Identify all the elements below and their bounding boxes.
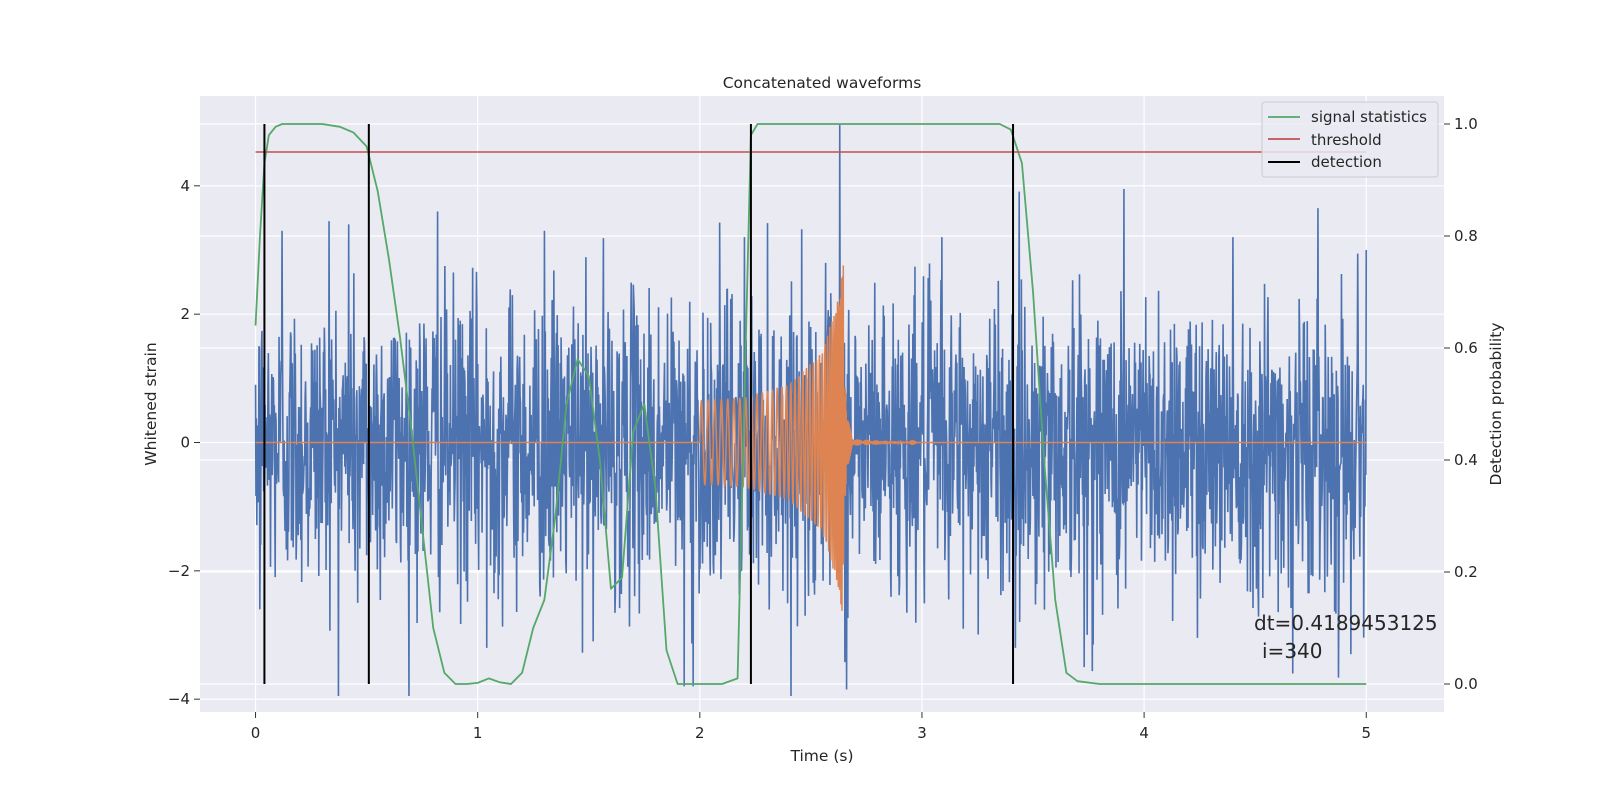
template-chirp-line [255,265,1367,611]
y2-tick-label: 0.4 [1454,451,1478,469]
x-tick-label: 3 [917,724,927,742]
annotation-dt: dt=0.4189453125 [1254,611,1438,635]
y2-tick-label: 0.6 [1454,339,1478,357]
annotation-index: i=340 [1262,639,1323,663]
legend: signal statistics threshold detection [1261,101,1439,178]
x-tick-label: 0 [251,724,261,742]
plot-layer [254,123,1368,696]
x-tick-label: 4 [1139,724,1149,742]
y-tick-label: −2 [168,562,190,580]
signal-statistics-line [254,123,1367,685]
y-tick-label: −4 [168,690,190,708]
y2-tick-label: 0.8 [1454,227,1478,245]
x-axis-label: Time (s) [789,747,853,765]
y2-tick-label: 1.0 [1454,115,1478,133]
legend-frame [1261,101,1439,178]
legend-label-detection: detection [1311,153,1382,171]
legend-label-threshold: threshold [1311,131,1382,149]
chart-title: Concatenated waveforms [723,74,922,92]
y2-tick-label: 0.2 [1454,563,1478,581]
y-tick-label: 4 [180,177,190,195]
y2-axis-label: Detection probability [1487,323,1505,486]
y-tick-label: 0 [180,434,190,452]
x-tick-label: 1 [473,724,483,742]
legend-label-signal-statistics: signal statistics [1311,108,1427,126]
y-axis-label: Whitened strain [142,342,160,465]
x-tick-label: 2 [695,724,705,742]
y2-tick-label: 0.0 [1454,675,1478,693]
x-tick-label: 5 [1361,724,1371,742]
y-tick-label: 2 [180,305,190,323]
ticks: 0 1 2 3 4 5 −4 −2 0 2 4 0.0 0.2 0.4 0.6 0.8 1.0 [168,115,1478,742]
